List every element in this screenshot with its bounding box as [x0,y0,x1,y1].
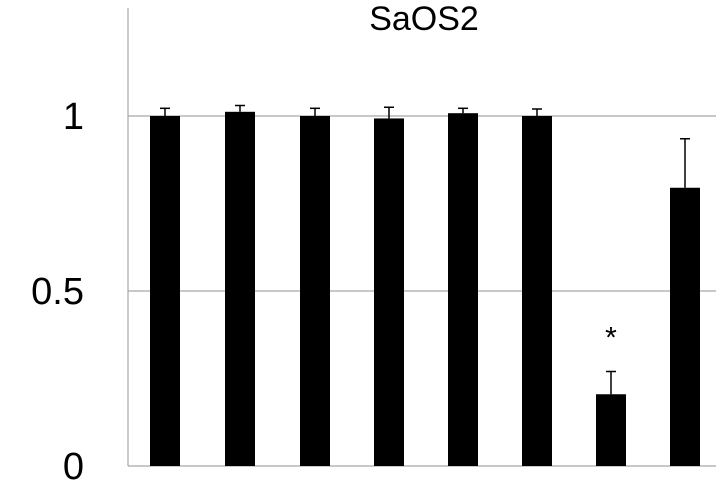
y-tick-label: 1 [63,96,84,138]
axes [127,8,716,467]
bar [670,187,700,466]
bar [596,394,626,466]
bar [150,116,180,466]
annotations: * [605,322,617,355]
bar [300,116,330,466]
bar [374,118,404,466]
significance-marker: * [605,322,617,355]
gridlines [128,115,716,292]
y-tick-label: 0.5 [31,271,84,313]
bar [522,116,552,466]
bar [225,111,255,467]
bars [150,111,700,467]
error-bars [160,104,690,395]
chart-title: SaOS2 [369,0,479,38]
bar [448,113,478,466]
tick-labels: 00.51 [31,96,84,487]
y-tick-label: 0 [63,446,84,487]
